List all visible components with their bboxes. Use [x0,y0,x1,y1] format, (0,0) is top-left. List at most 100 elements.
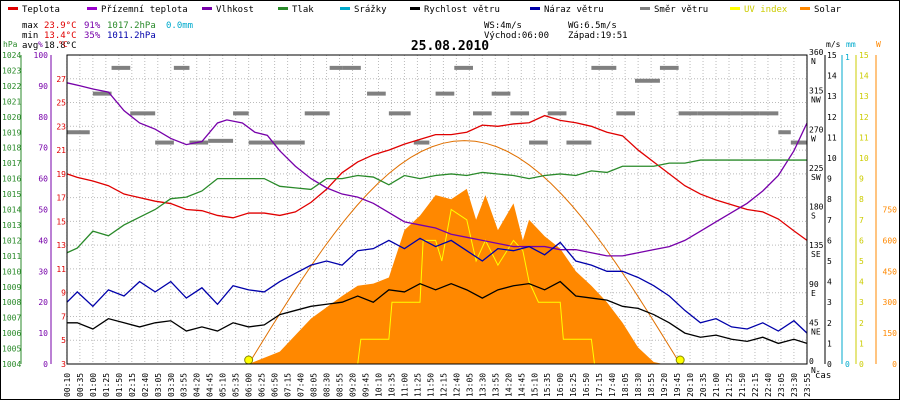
dir-bar [130,111,156,116]
press-tick-label: 1008 [2,298,21,307]
uv-tick-label: 7 [859,216,864,225]
dir-bar [304,111,330,116]
wind-tick-label: 3 [827,298,832,307]
solar-tick-label: 750 [883,206,898,215]
grid [66,55,808,365]
uv-tick-label: 11 [859,133,869,142]
x-tick-label: 08:30 [323,373,332,397]
x-tick-label: 13:30 [478,373,487,397]
x-tick-label: 12:40 [452,373,461,397]
x-tick-label: 15:10 [530,373,539,397]
x-tick-label: 06:00 [245,373,254,397]
x-tick-label: 07:40 [297,373,306,397]
legend-swatch-5 [410,7,420,10]
dir-bar [454,65,473,70]
solar-tick-label: 0 [892,360,897,369]
x-tick-label: 05:35 [232,373,241,397]
legend-swatch-3 [278,7,288,10]
temp-tick-label: 5 [61,336,66,345]
x-tick-label: 18:55 [647,373,656,397]
temp-tick-label: 17 [56,194,66,203]
wind-tick-label: 15 [827,51,837,60]
stat-ws: WS:4m/s [484,21,522,31]
dir-bar [759,111,779,116]
stat-max-temp: 23.9°C [44,21,77,31]
legend-swatch-4 [340,7,350,10]
dir-name-label: NW [811,96,821,105]
dir-bar [67,130,90,135]
legend-label-8: UV index [744,5,788,15]
dir-bar [435,91,455,96]
dir-bar [740,111,760,116]
x-tick-label: 14:20 [504,373,513,397]
dir-bar [472,111,492,116]
series-line-vlhkost [66,82,808,257]
x-tick-label: 18:05 [621,373,630,397]
solar-tick-label: 300 [883,298,898,307]
x-axis-label: čas [815,370,831,381]
x-tick-label: 00:10 [63,373,72,397]
stat-sunrise: Východ:06:00 [484,31,549,41]
temp-unit: °C [58,40,68,49]
dir-bar [367,91,386,96]
x-tick-label: 11:00 [400,373,409,397]
dir-bar [591,65,617,70]
press-tick-label: 1019 [2,128,21,137]
wind-tick-label: 2 [827,319,832,328]
press-tick-label: 1020 [2,113,21,122]
dir-bar [616,111,636,116]
dir-bar [111,65,131,70]
dir-bar [342,65,361,70]
press-tick-label: 1009 [2,283,21,292]
dir-tick-label: 45 [809,318,819,327]
uv-tick-label: 13 [859,92,869,101]
hum-tick-label: 10 [38,329,48,338]
temp-tick-label: 15 [56,217,66,226]
wind-tick-label: 9 [827,175,832,184]
press-tick-label: 1021 [2,97,21,106]
x-tick-label: 11:50 [426,373,435,397]
legend-swatch-8 [730,7,740,10]
temp-tick-label: 25 [56,99,66,108]
legend-label-1: Přízemní teplota [101,5,188,15]
wind-tick-label: 0 [827,360,832,369]
stat-max-hum: 91% [84,21,101,31]
press-tick-label: 1024 [2,51,21,60]
x-tick-label: 23:05 [777,373,786,397]
dir-bar [388,111,411,116]
uv-series [248,208,654,365]
plot-frame [66,54,808,365]
legend-label-5: Rychlost větru [424,5,500,15]
stat-min-label: min [22,31,38,41]
wind-tick-label: 12 [827,113,837,122]
dir-tick-label: 315 [809,87,824,96]
x-tick-label: 23:55 [803,373,812,397]
dir-bar [491,91,511,96]
stat-avg-temp: 18.8°C [44,41,77,51]
x-tick-label: 13:05 [465,373,474,397]
legend-label-4: Srážky [354,5,387,15]
temp-tick-label: 27 [56,75,66,84]
rain-tick-label: 1 [845,53,850,62]
press-tick-label: 1005 [2,345,21,354]
legend-label-2: Vlhkost [216,5,254,15]
legend-label-9: Solar [814,5,842,15]
dir-tick-label: 90 [809,280,819,289]
x-tick-label: 17:40 [608,373,617,397]
x-tick-label: 02:15 [128,373,137,397]
uv-tick-label: 10 [859,154,869,163]
x-axis-ticks: 00:10 00:35 01:00 01:25 01:50 02:15 02:40 03:05… [63,373,812,397]
dir-name-label: SW [811,173,821,182]
dir-bar [510,111,530,116]
hum-tick-label: 20 [38,298,48,307]
stat-min-temp: 13.4°C [44,31,77,41]
dir-tick-label: 225 [809,164,824,173]
temp-tick-label: 19 [56,170,66,179]
rain-tick-label: 0 [845,360,850,369]
press-tick-label: 1023 [2,66,21,75]
dir-name-label: NE [811,327,821,336]
series-line-naraz [66,237,808,334]
x-tick-label: 04:45 [206,373,215,397]
wind-tick-label: 8 [827,195,832,204]
dir-bar [529,140,548,145]
